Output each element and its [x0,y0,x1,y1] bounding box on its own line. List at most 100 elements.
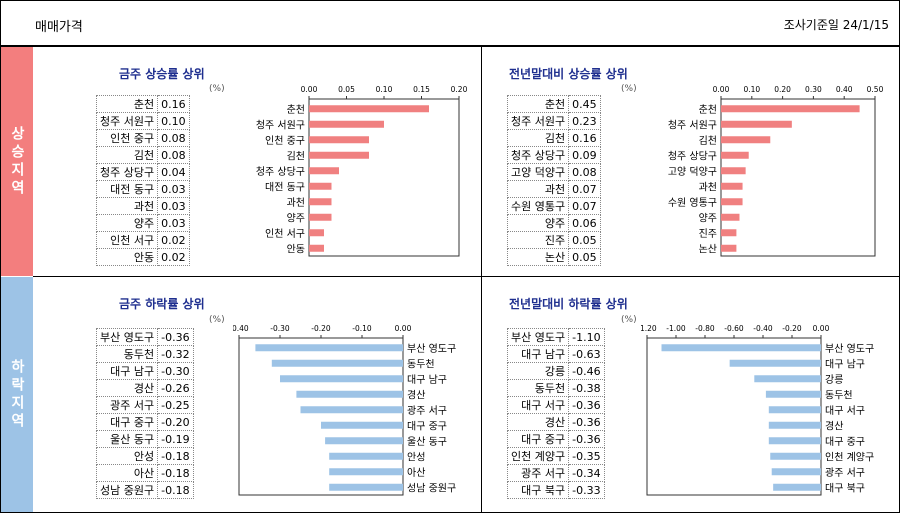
table-row: 광주 서구 -0.25 [95,396,194,414]
category-label: 고양 덕양구 [668,166,717,178]
bar [309,182,332,190]
table-row: 대구 북구 -0.33 [506,481,605,499]
table-row: 부산 영도구 -0.36 [95,328,194,346]
bar [321,421,403,429]
change-value: 0.03 [157,180,190,198]
unit-label: (%) [621,84,637,94]
column-divider [481,47,482,512]
change-value: -0.18 [157,447,194,465]
change-value: 0.08 [568,163,601,181]
bar [721,198,743,206]
change-value: 0.02 [157,231,190,249]
change-value: -0.38 [568,379,605,397]
category-label: 부산 영도구 [407,343,456,355]
unit-label: (%) [209,315,225,325]
bar [309,213,332,221]
axis-tick-label: -0.80 [695,324,715,333]
region-name: 춘천 [506,95,570,113]
table-row: 양주 0.06 [506,214,601,232]
change-value: 0.23 [568,112,601,130]
rise-section-label: 상승지역 [1,47,33,276]
bar [721,120,792,128]
bar [309,151,369,159]
region-name: 양주 [506,214,570,232]
bar [280,375,403,383]
table-row: 성남 중원구 -0.18 [95,481,194,499]
region-name: 동두천 [95,345,159,363]
bar [309,198,332,206]
table-row: 청주 서원구 0.23 [506,112,601,130]
category-label: 인천 중구 [265,135,305,147]
change-value: 0.05 [568,248,601,266]
change-value: -0.35 [568,447,605,465]
bar [309,105,429,113]
category-label: 진주 [699,228,717,240]
bar [329,452,403,460]
panel-title: 금주 하락률 상위 [119,297,205,311]
change-value: -0.18 [157,464,194,482]
axis-tick-label: -0.20 [782,324,802,333]
bar [271,359,403,367]
bar [329,483,403,491]
axis-tick-label: 0.10 [743,85,760,94]
region-name: 인천 계양구 [506,447,570,465]
change-value: -0.30 [157,362,194,380]
table-row: 춘천 0.16 [95,95,190,113]
region-name: 성남 중원구 [95,481,159,499]
ranking-table: 춘천 0.45 청주 서원구 0.23 김천 0.16 청주 상당구 0.09 고양 덕양구 0.… [506,95,601,266]
table-row: 대구 서구 -0.36 [506,396,605,414]
axis-tick-label: 0.20 [451,85,468,94]
category-label: 인천 서구 [265,228,305,240]
bar [765,390,821,398]
table-row: 울산 동구 -0.19 [95,430,194,448]
change-value: -0.18 [157,481,194,499]
bar [661,344,821,352]
change-value: 0.05 [568,231,601,249]
axis-tick-label: -0.40 [233,324,249,333]
category-label: 울산 동구 [407,436,447,448]
change-value: 0.16 [568,129,601,147]
table-row: 인천 중구 0.08 [95,129,190,147]
region-name: 인천 서구 [95,231,159,249]
bar [300,406,403,414]
region-name: 광주 서구 [95,396,159,414]
ranking-table: 부산 영도구 -0.36 동두천 -0.32 대구 남구 -0.30 경산 -0.26 광주 서… [95,328,194,499]
region-name: 청주 상당구 [95,163,159,181]
change-value: -0.20 [157,413,194,431]
bar [255,344,403,352]
bar [721,213,740,221]
bar [773,483,821,491]
axis-tick-label: 0.50 [867,85,884,94]
table-row: 대구 중구 -0.36 [506,430,605,448]
region-name: 강릉 [506,362,570,380]
change-value: 0.03 [157,214,190,232]
change-value: 0.08 [157,129,190,147]
table-row: 동두천 -0.32 [95,345,194,363]
bar [309,120,384,128]
bar [768,437,821,445]
bar [309,167,339,175]
change-value: 0.06 [568,214,601,232]
region-name: 고양 덕양구 [506,163,570,181]
axis-tick-label: 0.00 [813,324,830,333]
axis-tick-label: -1.00 [666,324,686,333]
bar [329,468,403,476]
category-label: 안동 [287,243,305,255]
category-label: 논산 [699,243,717,255]
category-label: 동두천 [407,358,435,370]
region-name: 김천 [506,129,570,147]
axis-tick-label: 0.30 [805,85,822,94]
change-value: 0.45 [568,95,601,113]
unit-label: (%) [209,84,225,94]
region-name: 청주 서원구 [506,112,570,130]
change-value: 0.10 [157,112,190,130]
bar [309,244,324,252]
category-label: 대구 서구 [825,405,865,417]
bar [754,375,821,383]
unit-label: (%) [621,315,637,325]
table-row: 양주 0.03 [95,214,190,232]
change-value: -0.33 [568,481,605,499]
region-name: 부산 영도구 [506,328,570,346]
